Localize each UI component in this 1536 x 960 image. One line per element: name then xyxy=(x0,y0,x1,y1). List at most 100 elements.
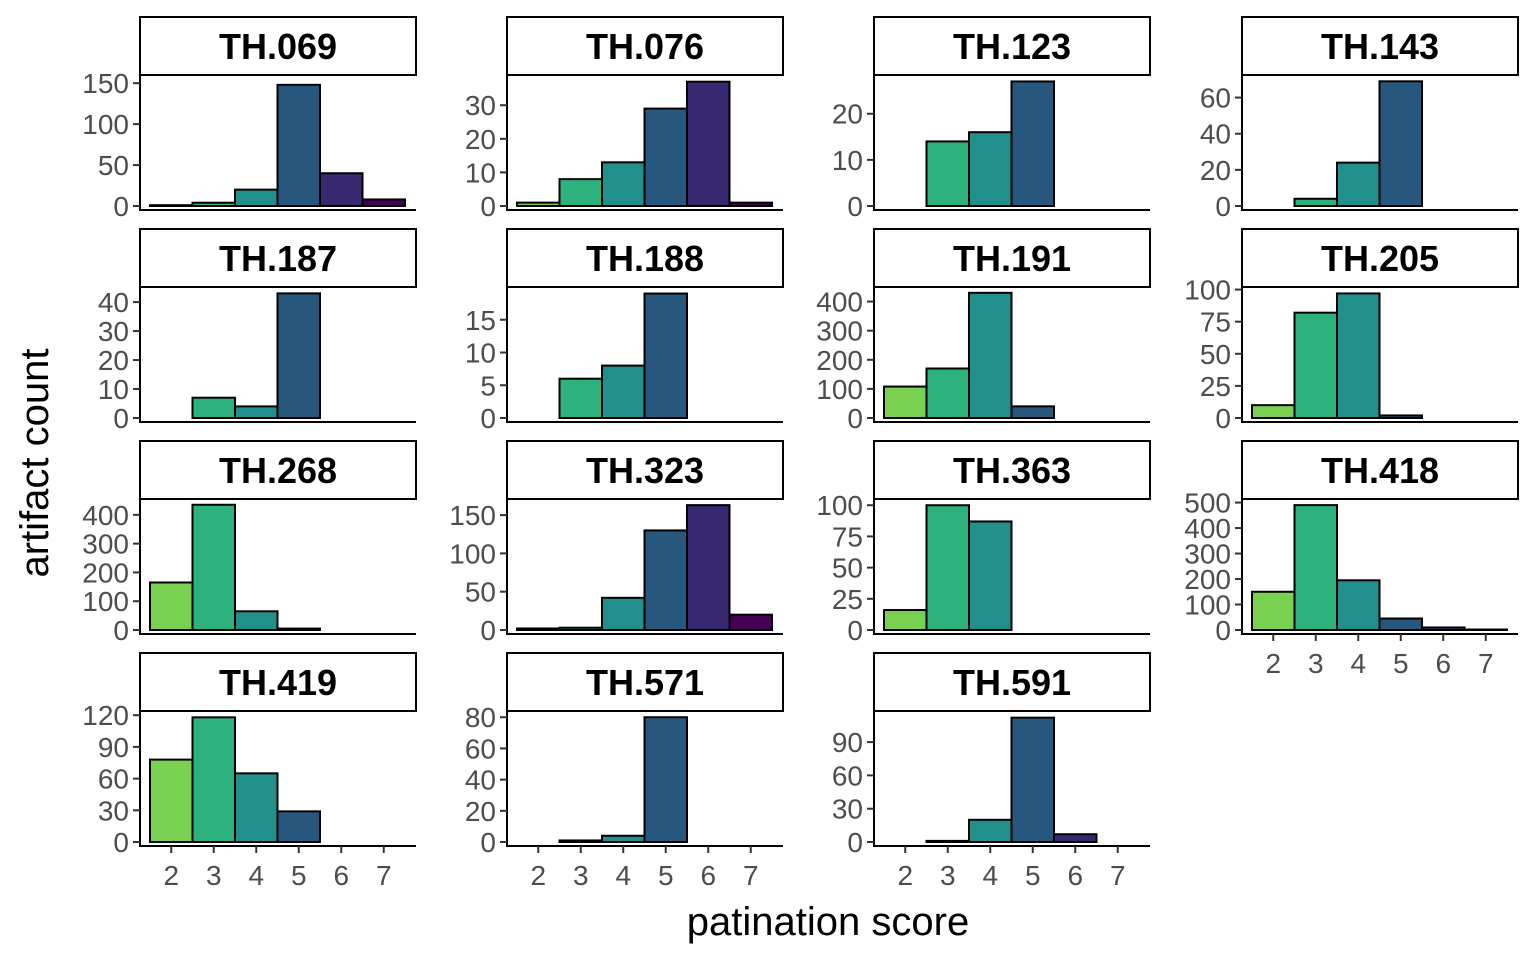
histogram-bar xyxy=(191,716,236,843)
x-tick-label: 3 xyxy=(206,860,222,891)
y-tick-label: 75 xyxy=(832,521,863,552)
histogram-bar xyxy=(191,503,236,631)
y-tick-label: 100 xyxy=(816,490,863,521)
histogram-bar xyxy=(643,107,688,207)
histogram-bar xyxy=(1293,504,1338,631)
y-tick-label: 20 xyxy=(832,99,863,130)
histogram-bar xyxy=(601,596,646,632)
y-tick-label: 25 xyxy=(1200,371,1231,402)
x-tick-label: 2 xyxy=(530,860,546,891)
y-tick-label: 50 xyxy=(98,150,129,181)
x-tick-label: 4 xyxy=(615,860,631,891)
y-tick-label: 0 xyxy=(480,403,496,434)
facet-title: TH.571 xyxy=(586,662,704,703)
histogram-bar xyxy=(968,131,1013,208)
histogram-bar xyxy=(234,188,279,207)
histogram-bar xyxy=(601,161,646,207)
y-tick-label: 0 xyxy=(480,615,496,646)
histogram-bar xyxy=(968,818,1013,844)
histogram-bar xyxy=(1010,80,1055,207)
y-tick-label: 0 xyxy=(113,827,129,858)
y-tick-label: 20 xyxy=(98,345,129,376)
x-tick-label: 2 xyxy=(1265,648,1281,679)
facet-strip xyxy=(506,228,784,288)
y-tick-label: 150 xyxy=(82,68,129,99)
y-tick-label: 30 xyxy=(465,90,496,121)
histogram-bar xyxy=(276,292,321,419)
y-tick-label: 40 xyxy=(465,765,496,796)
x-tick-label: 7 xyxy=(376,860,392,891)
x-tick-label: 5 xyxy=(1393,648,1409,679)
histogram-bar xyxy=(1251,590,1296,632)
y-axis-title: artifact count xyxy=(13,348,57,577)
y-tick-label: 0 xyxy=(847,403,863,434)
y-tick-label: 0 xyxy=(480,827,496,858)
x-tick-label: 7 xyxy=(1478,648,1494,679)
facet-title: TH.191 xyxy=(953,238,1071,279)
y-tick-label: 90 xyxy=(832,727,863,758)
y-tick-label: 60 xyxy=(832,760,863,791)
y-tick-label: 40 xyxy=(98,287,129,318)
histogram-bar xyxy=(149,758,194,844)
y-tick-label: 300 xyxy=(1184,539,1231,570)
histogram-bar xyxy=(558,839,603,844)
x-tick-label: 3 xyxy=(1308,648,1324,679)
histogram-bar xyxy=(1251,404,1296,419)
y-tick-label: 50 xyxy=(832,553,863,584)
y-tick-label: 300 xyxy=(82,529,129,560)
histogram-bar xyxy=(968,520,1013,632)
y-tick-label: 15 xyxy=(465,305,496,336)
histogram-bar xyxy=(1421,626,1466,631)
facet-title: TH.076 xyxy=(586,26,704,67)
facet-strip xyxy=(873,228,1151,288)
histogram-bar xyxy=(558,178,603,207)
histogram-bar xyxy=(1378,80,1423,207)
y-tick-label: 40 xyxy=(1200,119,1231,150)
histogram-bar xyxy=(1336,292,1381,419)
histogram-bar xyxy=(1336,161,1381,207)
y-tick-label: 60 xyxy=(98,764,129,795)
y-tick-label: 200 xyxy=(82,557,129,588)
y-tick-label: 10 xyxy=(832,145,863,176)
facet-strip xyxy=(506,440,784,500)
facet-strip xyxy=(1241,16,1519,76)
y-tick-label: 50 xyxy=(465,577,496,608)
histogram-bar xyxy=(319,172,364,207)
histogram-bar xyxy=(686,80,731,207)
y-tick-label: 100 xyxy=(1184,590,1231,621)
y-tick-label: 10 xyxy=(98,374,129,405)
y-tick-label: 500 xyxy=(1184,488,1231,519)
histogram-bar xyxy=(643,716,688,843)
y-tick-label: 0 xyxy=(480,191,496,222)
histogram-bar xyxy=(1463,628,1508,632)
facet-title: TH.591 xyxy=(953,662,1071,703)
y-tick-label: 30 xyxy=(98,795,129,826)
facet-title: TH.418 xyxy=(1321,450,1439,491)
y-tick-label: 0 xyxy=(1215,403,1231,434)
x-tick-label: 4 xyxy=(248,860,264,891)
histogram-bar xyxy=(234,772,279,843)
histogram-bar xyxy=(883,385,928,419)
histogram-bar xyxy=(276,627,321,631)
y-tick-label: 10 xyxy=(465,157,496,188)
facet-panels: TH.069050100150TH.0760102030TH.12301020T… xyxy=(82,16,1519,891)
x-tick-label: 2 xyxy=(897,860,913,891)
facet-strip xyxy=(506,16,784,76)
facet-strip xyxy=(139,16,417,76)
facet-panel: TH.143 0 20 40 60 xyxy=(1200,16,1519,222)
histogram-bar xyxy=(925,504,970,631)
histogram-bar xyxy=(149,204,194,207)
x-tick-label: 6 xyxy=(1435,648,1451,679)
facet-title: TH.123 xyxy=(953,26,1071,67)
y-tick-label: 100 xyxy=(82,586,129,617)
y-tick-label: 120 xyxy=(82,700,129,731)
y-tick-label: 20 xyxy=(1200,155,1231,186)
